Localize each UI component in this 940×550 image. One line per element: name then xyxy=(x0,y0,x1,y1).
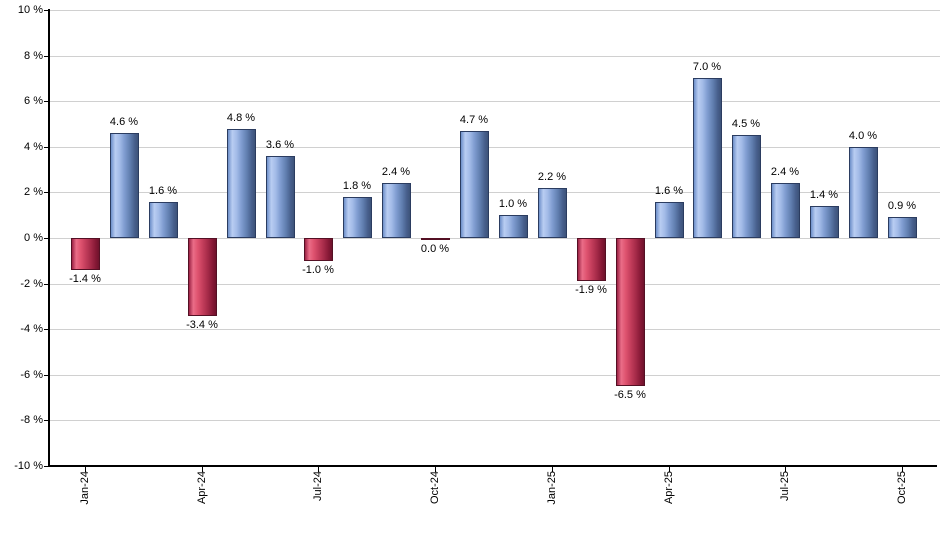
x-axis-tick xyxy=(552,466,553,472)
y-axis-tick xyxy=(44,329,49,330)
bar xyxy=(110,133,139,238)
y-axis-tick xyxy=(44,10,49,11)
bar xyxy=(577,238,606,281)
x-axis-tick-label: Jan-24 xyxy=(79,471,91,505)
y-axis-tick xyxy=(44,284,49,285)
bar-value-label: -6.5 % xyxy=(614,389,646,401)
x-axis-tick xyxy=(785,466,786,472)
gridline xyxy=(50,147,940,148)
x-axis-tick-label: Apr-24 xyxy=(196,471,208,505)
bar xyxy=(188,238,217,316)
bar-value-label: 2.2 % xyxy=(537,171,567,183)
bar-value-label: 1.4 % xyxy=(809,189,839,201)
x-axis-tick xyxy=(318,466,319,472)
x-axis-tick-label: Apr-25 xyxy=(663,471,675,505)
y-axis-tick xyxy=(44,101,49,102)
y-axis-tick xyxy=(44,238,49,239)
y-axis-tick xyxy=(44,192,49,193)
bar xyxy=(732,135,761,238)
gridline xyxy=(50,284,940,285)
y-axis-tick-label: -2 % xyxy=(20,278,43,290)
x-axis-tick xyxy=(85,466,86,472)
y-axis-tick-label: 10 % xyxy=(17,4,43,16)
bar xyxy=(888,217,917,238)
bar xyxy=(304,238,333,261)
bar xyxy=(693,78,722,238)
bar xyxy=(266,156,295,238)
bar-value-label: -3.4 % xyxy=(186,319,218,331)
x-axis-tick-label: Jan-25 xyxy=(546,471,558,505)
x-axis-tick xyxy=(902,466,903,472)
bar-value-label: -1.4 % xyxy=(69,273,101,285)
y-axis-tick-label: 8 % xyxy=(24,50,43,62)
y-axis-tick-label: 2 % xyxy=(24,186,43,198)
x-axis-tick-label: Oct-25 xyxy=(896,471,908,505)
y-axis-tick xyxy=(44,466,49,467)
y-axis-tick-label: 6 % xyxy=(24,95,43,107)
gridline xyxy=(50,375,940,376)
gridline xyxy=(50,420,940,421)
bar-value-label: 1.8 % xyxy=(342,180,372,192)
y-axis-tick-label: -4 % xyxy=(20,323,43,335)
gridline xyxy=(50,10,940,11)
bar xyxy=(149,202,178,238)
y-axis-tick-label: -6 % xyxy=(20,369,43,381)
bar xyxy=(655,202,684,238)
x-axis-tick xyxy=(669,466,670,472)
bar-value-label: 4.5 % xyxy=(731,118,761,130)
y-axis-tick xyxy=(44,56,49,57)
bar-value-label: 0.9 % xyxy=(887,200,917,212)
bar xyxy=(538,188,567,238)
x-axis-line xyxy=(48,465,937,467)
bar xyxy=(616,238,645,386)
x-axis-tick-label: Jul-25 xyxy=(779,471,791,501)
gridline xyxy=(50,238,940,239)
bar xyxy=(771,183,800,238)
gridline xyxy=(50,329,940,330)
bar-value-label: 2.4 % xyxy=(381,166,411,178)
bar xyxy=(849,147,878,238)
bar xyxy=(227,129,256,238)
y-axis-tick xyxy=(44,147,49,148)
bar xyxy=(343,197,372,238)
bar xyxy=(460,131,489,238)
gridline xyxy=(50,192,940,193)
bar-value-label: 4.0 % xyxy=(848,130,878,142)
bar xyxy=(421,238,450,240)
bar-value-label: 0.0 % xyxy=(420,243,450,255)
bar-value-label: 2.4 % xyxy=(770,166,800,178)
bar xyxy=(810,206,839,238)
gridline xyxy=(50,56,940,57)
bar-value-label: 4.8 % xyxy=(226,112,256,124)
bar-value-label: 1.6 % xyxy=(148,185,178,197)
bar xyxy=(499,215,528,238)
x-axis-tick xyxy=(435,466,436,472)
x-axis-tick-label: Oct-24 xyxy=(429,471,441,505)
y-axis-tick-label: -10 % xyxy=(14,460,43,472)
gridline xyxy=(50,101,940,102)
y-axis-line xyxy=(48,9,50,467)
bar-value-label: 7.0 % xyxy=(692,61,722,73)
bar xyxy=(382,183,411,238)
bar-value-label: 4.7 % xyxy=(459,114,489,126)
bar-value-label: 1.6 % xyxy=(654,185,684,197)
bar-value-label: -1.0 % xyxy=(302,264,334,276)
bar xyxy=(71,238,100,270)
bar-value-label: 4.6 % xyxy=(109,116,139,128)
y-axis-tick xyxy=(44,375,49,376)
y-axis-tick xyxy=(44,420,49,421)
y-axis-tick-label: 0 % xyxy=(24,232,43,244)
x-axis-tick-label: Jul-24 xyxy=(312,471,324,501)
bar-value-label: 3.6 % xyxy=(265,139,295,151)
y-axis-tick-label: 4 % xyxy=(24,141,43,153)
bar-value-label: 1.0 % xyxy=(498,198,528,210)
bar-value-label: -1.9 % xyxy=(575,284,607,296)
y-axis-tick-label: -8 % xyxy=(20,414,43,426)
x-axis-tick xyxy=(202,466,203,472)
